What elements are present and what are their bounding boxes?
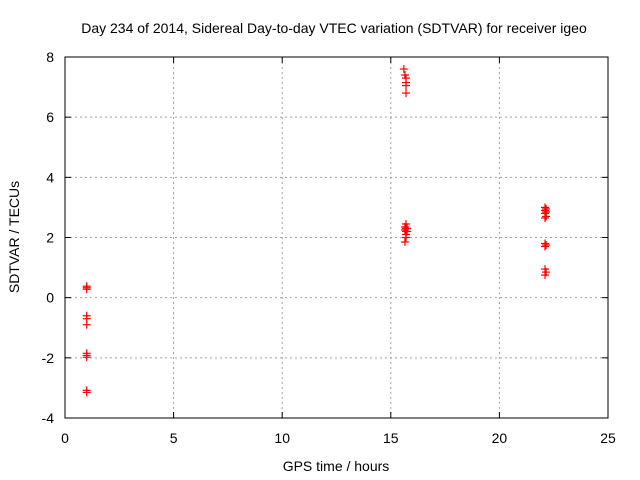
y-tick-label: -2 bbox=[42, 350, 55, 366]
data-points bbox=[82, 65, 551, 397]
data-point bbox=[402, 89, 411, 98]
axis-ticks bbox=[64, 56, 609, 419]
y-axis-label: SDTVAR / TECUs bbox=[6, 181, 22, 293]
x-tick-label: 20 bbox=[492, 430, 508, 446]
y-tick-labels: -4 -2 0 2 4 6 8 bbox=[42, 49, 55, 426]
data-point bbox=[542, 241, 551, 250]
data-point bbox=[402, 233, 411, 242]
data-point bbox=[541, 242, 550, 251]
data-point bbox=[82, 285, 91, 294]
grid bbox=[65, 57, 608, 418]
y-tick-label: 4 bbox=[46, 169, 54, 185]
y-tick-label: 6 bbox=[46, 109, 54, 125]
y-tick-label: 2 bbox=[46, 230, 54, 246]
y-tick-label: -4 bbox=[42, 410, 55, 426]
x-tick-label: 15 bbox=[383, 430, 399, 446]
x-tick-labels: 0 5 10 15 20 25 bbox=[61, 430, 616, 446]
x-tick-label: 25 bbox=[600, 430, 616, 446]
x-tick-label: 0 bbox=[61, 430, 69, 446]
data-point bbox=[402, 81, 411, 90]
data-point bbox=[82, 388, 91, 397]
y-tick-label: 8 bbox=[46, 49, 54, 65]
data-point bbox=[541, 271, 550, 280]
data-point bbox=[82, 353, 91, 362]
x-tick-label: 10 bbox=[274, 430, 290, 446]
x-tick-label: 5 bbox=[170, 430, 178, 446]
y-tick-label: 0 bbox=[46, 290, 54, 306]
data-point bbox=[542, 212, 551, 221]
data-point bbox=[82, 320, 91, 329]
data-point bbox=[541, 213, 550, 222]
x-axis-label: GPS time / hours bbox=[283, 458, 390, 474]
data-point bbox=[399, 65, 408, 74]
chart-title: Day 234 of 2014, Sidereal Day-to-day VTE… bbox=[81, 20, 587, 36]
data-point bbox=[400, 238, 409, 247]
